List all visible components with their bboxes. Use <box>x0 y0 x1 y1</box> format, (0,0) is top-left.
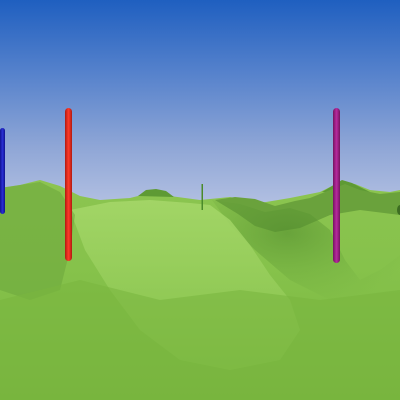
distant-hill-left <box>138 189 174 197</box>
foreground <box>0 280 400 400</box>
ridge-shadow <box>212 200 400 310</box>
far-marker-pole <box>201 184 203 210</box>
purple-pole <box>333 108 340 263</box>
blue-pole <box>0 128 5 214</box>
terrain-nub <box>397 205 400 215</box>
left-slope <box>0 182 75 300</box>
red-pole <box>65 108 72 261</box>
